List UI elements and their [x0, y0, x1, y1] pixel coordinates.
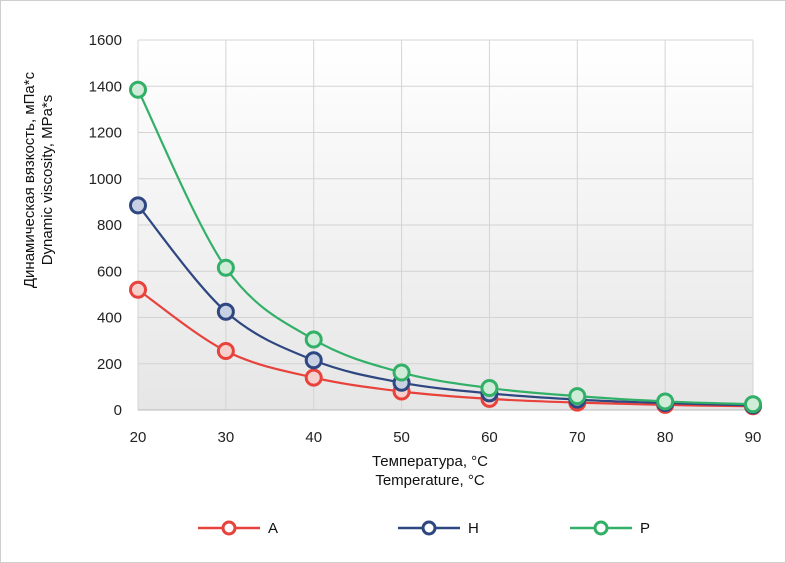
x-tick-label: 20 [130, 429, 147, 446]
data-point-H [216, 302, 235, 321]
data-point-H [304, 351, 323, 370]
x-tick-label: 30 [218, 429, 235, 446]
y-tick-label: 1000 [89, 171, 122, 188]
y-tick-label: 0 [114, 402, 122, 419]
data-point-A [129, 280, 147, 299]
legend-item-P: P [570, 520, 650, 537]
data-point-P [216, 258, 235, 277]
y-tick-label: 600 [97, 263, 122, 280]
y-tick-label: 800 [97, 217, 122, 234]
y-tick-label: 400 [97, 310, 122, 327]
legend-label: A [268, 520, 278, 537]
y-axis-title-ru: Динамическая вязкость, мПа*с [21, 71, 38, 288]
data-point-P [568, 387, 587, 406]
legend-label: P [640, 520, 650, 537]
data-point-P [129, 80, 147, 99]
legend-marker [421, 520, 437, 536]
y-tick-label: 1600 [89, 32, 122, 49]
legend-marker [593, 520, 609, 536]
x-tick-label: 40 [305, 429, 322, 446]
legend-marker [221, 520, 237, 536]
series-line-P [137, 89, 754, 406]
x-tick-label: 90 [745, 429, 762, 446]
y-tick-label: 1400 [89, 78, 122, 95]
legend-item-H: H [398, 520, 479, 537]
x-tick-label: 50 [393, 429, 410, 446]
data-point-A [304, 368, 323, 387]
data-point-P [656, 392, 675, 411]
legend-item-A: A [198, 520, 278, 537]
x-tick-label: 80 [657, 429, 674, 446]
data-point-P [304, 330, 323, 349]
series-P [129, 80, 762, 414]
x-axis-title-ru: Температура, °C [372, 453, 488, 470]
x-tick-label: 70 [569, 429, 586, 446]
legend-label: H [468, 520, 479, 537]
y-tick-label: 1200 [89, 125, 122, 142]
x-tick-label: 60 [481, 429, 498, 446]
data-point-P [480, 379, 499, 398]
x-axis-title-en: Temperature, °C [375, 472, 485, 489]
y-axis-title-en: Dynamic viscosity, MPa*s [39, 95, 56, 266]
data-point-P [392, 363, 411, 382]
data-point-H [129, 196, 147, 215]
data-point-A [216, 342, 235, 361]
y-tick-label: 200 [97, 356, 122, 373]
data-point-P [744, 395, 762, 414]
